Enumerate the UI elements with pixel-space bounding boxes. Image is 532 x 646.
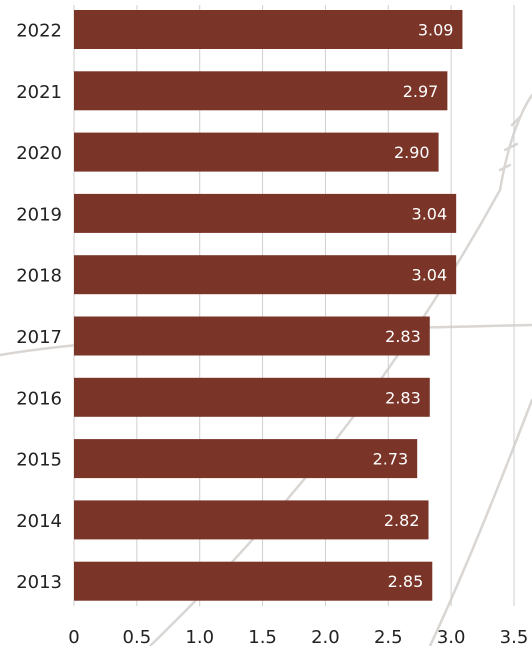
category-label: 2013 — [16, 572, 62, 593]
bar-2013 — [74, 561, 433, 601]
bars — [74, 10, 463, 601]
x-tick-label: 2.0 — [311, 627, 340, 646]
category-label: 2016 — [16, 388, 62, 409]
bar-value-label: 3.04 — [412, 266, 448, 285]
x-axis-tick-labels: 0 0.5 1.0 1.5 2.0 2.5 3.0 3.5 — [68, 627, 528, 646]
x-tick-label: 0.5 — [123, 627, 152, 646]
bar-2021 — [74, 71, 448, 111]
category-label: 2020 — [16, 143, 62, 164]
decor-grass — [498, 93, 532, 192]
x-tick-label: 1.0 — [185, 627, 214, 646]
bar-value-label: 2.90 — [394, 143, 430, 162]
bar-2019 — [74, 193, 457, 233]
bar-value-label: 2.83 — [385, 327, 421, 346]
category-label: 2022 — [16, 21, 62, 42]
bar-value-label: 3.09 — [418, 21, 454, 40]
x-tick-label: 1.5 — [248, 627, 277, 646]
category-label: 2014 — [16, 511, 62, 532]
bar-value-label: 2.73 — [373, 450, 409, 469]
x-tick-label: 0 — [68, 627, 79, 646]
bar-2015 — [74, 439, 418, 479]
bar-2016 — [74, 377, 430, 417]
x-tick-label: 3.0 — [437, 627, 466, 646]
bar-2017 — [74, 316, 430, 356]
bar-value-label: 2.82 — [384, 511, 420, 530]
bar-value-label: 2.85 — [388, 572, 424, 591]
bar-value-label: 2.97 — [403, 82, 439, 101]
category-label: 2021 — [16, 82, 62, 103]
category-labels: 2022 2021 2020 2019 2018 2017 2016 2015 2014 2013 — [16, 21, 62, 594]
x-tick-label: 2.5 — [374, 627, 403, 646]
category-label: 2015 — [16, 450, 62, 471]
bar-2014 — [74, 500, 429, 540]
x-tick-label: 3.5 — [500, 627, 529, 646]
category-label: 2019 — [16, 204, 62, 225]
bar-2018 — [74, 255, 457, 295]
bar-2020 — [74, 132, 439, 172]
bar-2022 — [74, 10, 463, 49]
bar-value-label: 2.83 — [385, 388, 421, 407]
category-label: 2018 — [16, 266, 62, 287]
bar-value-labels: 3.09 2.97 2.90 3.04 3.04 2.83 2.83 2.73 2.82 2.85 — [373, 21, 454, 592]
bar-value-label: 3.04 — [412, 204, 448, 223]
category-label: 2017 — [16, 327, 62, 348]
decor-swoosh-right — [428, 398, 532, 646]
